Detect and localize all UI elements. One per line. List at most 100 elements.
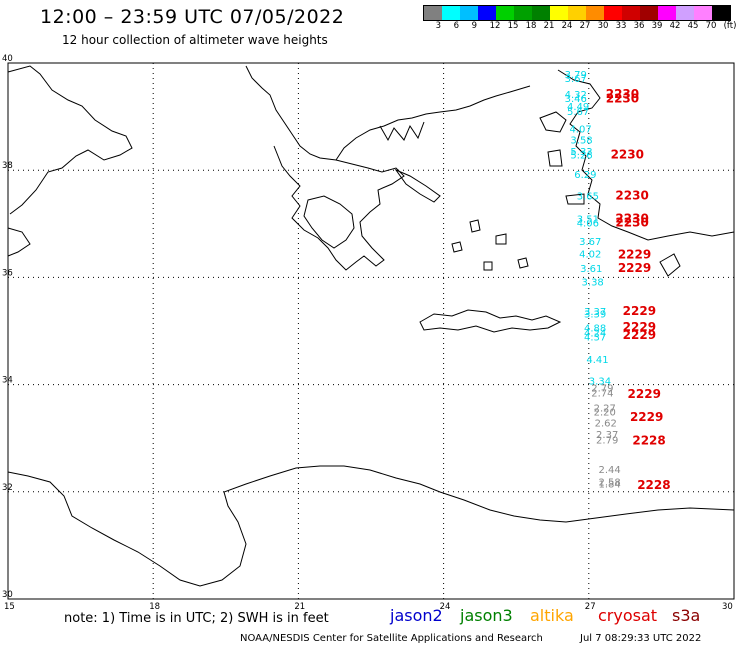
legend-swatch	[532, 6, 550, 20]
legend-swatch	[460, 6, 478, 20]
wave-height-reading: 3.61	[580, 264, 602, 275]
wave-height-reading: 2.62	[595, 418, 617, 429]
wave-height-reading: 6.29	[574, 170, 596, 181]
lon-tick-label: 30	[722, 602, 733, 612]
lat-tick-label: 30	[2, 590, 13, 600]
footer-note: note: 1) Time is in UTC; 2) SWH is in fe…	[64, 611, 329, 626]
legend-tick-label: (ft)	[723, 21, 737, 31]
chios-coast	[547, 149, 563, 167]
legend-tick-label: 36	[633, 21, 645, 31]
lat-tick-label: 36	[2, 268, 13, 278]
legend-tick-label: 30	[597, 21, 609, 31]
pass-time-label: 2230	[606, 87, 639, 101]
wave-height-reading: 3.67	[579, 237, 601, 248]
pass-times: 2230223022302230223022302229222922292229…	[606, 87, 671, 492]
pass-time-label: 2228	[632, 434, 665, 448]
legend-tick-label: 45	[687, 21, 699, 31]
pass-time-label: 2230	[615, 212, 648, 226]
legend-tick-label: 18	[525, 21, 537, 31]
altimeter-readings: 3.793.674.323.464.495.674.073.585.335.26…	[565, 70, 621, 491]
legend-swatch	[496, 6, 514, 20]
map-frame	[7, 62, 735, 600]
wave-height-reading: 2.37	[596, 430, 618, 441]
satellite-label-jason3: jason3	[460, 606, 513, 625]
legend-swatch	[550, 6, 568, 20]
wave-height-reading: 4.41	[586, 355, 608, 366]
wave-height-reading: 2.44	[598, 465, 620, 476]
wave-height-reading: 4.07	[569, 125, 591, 136]
north-aegean-coast	[335, 85, 531, 161]
pass-time-label: 2229	[623, 328, 656, 342]
lon-tick-label: 18	[149, 602, 160, 612]
legend-swatch	[712, 6, 730, 20]
wave-height-reading: 2.79	[591, 384, 613, 395]
wave-height-reading: 4.88	[584, 324, 606, 335]
pass-time-label: 2229	[623, 320, 656, 334]
wave-height-reading: 5.67	[567, 107, 589, 118]
legend-swatch	[424, 6, 442, 20]
wave-height-reading: 2.79	[596, 436, 618, 447]
wave-height-reading: 3.67	[565, 74, 587, 85]
rhodes-coast	[659, 253, 681, 277]
wave-height-reading: 4.02	[579, 250, 601, 261]
wave-height-reading: 3.79	[565, 70, 587, 81]
lon-tick-label: 24	[440, 602, 451, 612]
pass-time-label: 2230	[606, 92, 639, 106]
italy-coast	[7, 65, 133, 215]
pass-time-label: 2229	[623, 304, 656, 318]
crete-coast	[419, 309, 562, 333]
wave-height-reading: 3.39	[584, 310, 606, 321]
legend-tick-label: 24	[561, 21, 573, 31]
wave-height-reading: 2.27	[594, 403, 616, 414]
legend-tick-label: 39	[651, 21, 663, 31]
wave-height-reading: 4.24	[584, 328, 606, 339]
pass-time-label: 2230	[611, 147, 644, 161]
pass-time-label: 2230	[615, 189, 648, 203]
sicily-coast	[7, 227, 31, 257]
africa-coast	[7, 465, 735, 587]
cyclades-island-5	[483, 261, 493, 271]
legend-swatch	[514, 6, 532, 20]
wave-height-reading: 3.46	[565, 94, 587, 105]
lat-lon-grid	[8, 63, 734, 599]
map-subtitle: 12 hour collection of altimeter wave hei…	[62, 33, 328, 47]
wave-height-reading: 4.32	[565, 90, 587, 101]
legend-swatch	[694, 6, 712, 20]
pass-time-label: 2228	[637, 478, 670, 492]
lat-tick-label: 32	[2, 483, 13, 493]
wave-height-reading: 2.58	[598, 477, 620, 488]
wave-height-reading: 3.37	[584, 307, 606, 318]
cyclades-island-2	[495, 233, 507, 245]
legend-swatch	[676, 6, 694, 20]
turkey-coast	[557, 69, 735, 241]
wave-height-reading: 3.65	[577, 192, 599, 203]
wave-height-reading: 4.37	[584, 333, 606, 344]
legend-tick-label: 15	[507, 21, 519, 31]
axis-labels: 40 38 36 34 32 30 15 18 21 24 27 30	[2, 54, 733, 612]
euboea-coast	[394, 168, 441, 203]
cyclades-island-1	[469, 219, 481, 233]
legend-swatch	[622, 6, 640, 20]
generated-timestamp: Jul 7 08:29:33 UTC 2022	[580, 633, 702, 644]
legend-swatch	[442, 6, 460, 20]
legend-tick-label: 12	[489, 21, 501, 31]
legend-tick-label: 33	[615, 21, 627, 31]
wave-height-reading: 5.26	[570, 150, 592, 161]
coastline	[7, 65, 735, 587]
legend-swatch	[604, 6, 622, 20]
lat-tick-label: 40	[2, 54, 13, 64]
cyclades-island-3	[451, 241, 463, 253]
legend-swatch	[586, 6, 604, 20]
wave-height-reading: 2.20	[594, 408, 616, 419]
wave-height-reading: 5.33	[570, 147, 592, 158]
wave-height-reading: 4.49	[567, 102, 589, 113]
map-title: 12:00 – 23:59 UTC 07/05/2022	[40, 6, 345, 28]
chalkidiki-coast	[379, 121, 425, 142]
lon-tick-label: 27	[585, 602, 596, 612]
wave-height-reading: 3.58	[570, 135, 592, 146]
pass-time-label: 2229	[630, 410, 663, 424]
legend-tick-label: 3	[435, 21, 442, 31]
balkan-coast	[245, 65, 405, 271]
lat-tick-label: 34	[2, 376, 13, 386]
